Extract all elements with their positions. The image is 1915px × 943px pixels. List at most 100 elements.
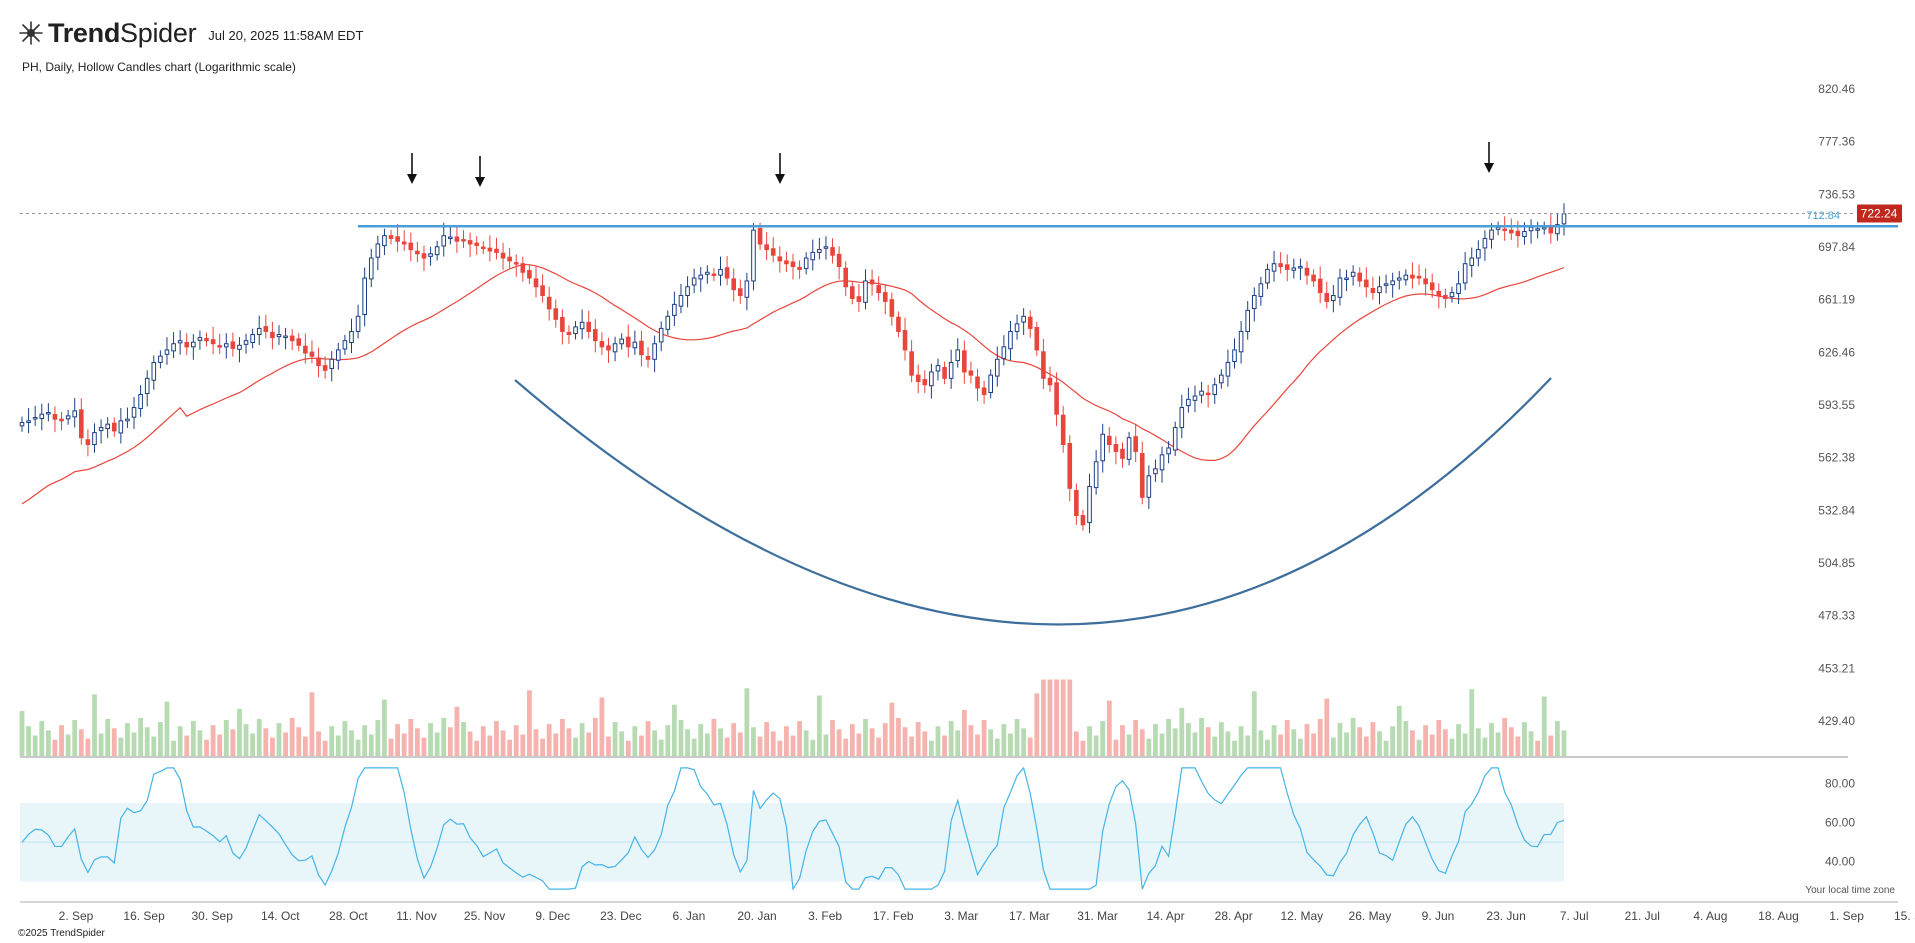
candle-body [362,277,367,316]
candle-body [876,285,881,294]
chart-subtitle: PH, Daily, Hollow Candles chart (Logarit… [22,60,296,74]
volume-bar [1120,725,1125,756]
candle-body [553,308,559,320]
volume-bar [237,708,242,756]
candle-body [586,321,592,332]
candle-body [1008,330,1013,350]
candle-body [540,285,545,297]
x-tick-label: 11. Nov [396,909,436,923]
candle-body [184,342,190,348]
candle-body [204,338,209,342]
candle-body [790,261,796,268]
candle-body [678,295,684,307]
candle-body [1159,454,1165,471]
candle-body [1429,282,1435,291]
candle-body [1060,414,1066,446]
volume-bar [270,737,275,756]
candle-body [948,361,954,379]
volume-bar [467,731,473,756]
candle-body [922,379,928,386]
volume-bar [408,718,414,756]
volume-bar [204,739,209,756]
volume-bar [322,740,328,756]
volume-bar [39,721,45,756]
volume-bar [1067,679,1073,756]
candle-body [744,280,750,298]
candle-body [1054,382,1059,415]
candle-body [1370,287,1376,294]
candle-body [1179,407,1185,429]
volume-bar [942,735,947,756]
candle-body [65,415,71,420]
volume-bar [744,688,750,756]
volume-bar [599,697,605,756]
candle-body [1100,433,1106,462]
x-tick-label: 14. Oct [261,909,300,923]
volume-bar [441,717,447,756]
arrow-down-icon [475,177,485,187]
volume-bar [1330,737,1336,756]
candle-body [566,331,572,336]
candle-body [1291,267,1297,271]
volume-bar [1515,736,1521,756]
candle-body [869,279,875,285]
candle-body [1113,444,1119,452]
volume-bar [1093,735,1099,756]
volume-bar [928,740,934,756]
candle-body [1093,461,1099,489]
volume-bar [1218,722,1224,756]
volume-bar [1423,725,1429,756]
candle-body [546,296,552,310]
resistance-label: 712.84 [1806,210,1840,222]
candle-body [988,374,993,394]
candle-body [151,361,157,381]
candle-body [1555,224,1560,235]
volume-bar [527,690,532,756]
candle-body [480,246,486,250]
candle-body [731,278,736,291]
candle-body [1403,274,1409,281]
volume-bar [790,735,796,756]
volume-bar [151,736,157,756]
volume-bar [533,729,539,756]
candle-body [1390,280,1395,286]
volume-bar [1469,689,1475,756]
candle-body [1133,436,1138,452]
volume-bar [105,718,111,756]
volume-bar [1383,740,1389,756]
volume-bar [856,733,862,756]
y-tick-label: 626.46 [1818,345,1855,359]
x-tick-label: 3. Mar [944,909,978,923]
volume-bar [480,726,486,756]
candle-body [718,268,723,276]
volume-bar [573,737,578,756]
candle-body [579,321,585,330]
candle-body [1284,264,1290,270]
candle-body [770,248,776,256]
header: TrendSpider Jul 20, 2025 11:58AM EDT [18,18,363,48]
volume-bar [355,739,361,756]
candle-body [889,299,895,317]
volume-bar [138,717,144,756]
candle-body [85,439,91,446]
candle-body [1528,226,1534,232]
volume-bar [698,724,704,756]
candle-body [1364,279,1369,288]
candle-body [764,244,769,251]
candle-body [1357,272,1363,282]
candle-body [46,412,51,415]
candle-body [1172,427,1178,451]
candle-body [1449,292,1455,298]
candle-body [645,355,651,360]
volume-bar [1449,738,1455,756]
candle-body [1508,229,1514,234]
volume-bar [718,728,723,756]
candle-body [197,337,203,341]
volume-bar [494,721,499,756]
volume-bar [731,723,737,756]
candle-body [1014,323,1020,332]
candle-body [105,423,110,430]
rsi-tick-label: 60.00 [1825,816,1855,830]
x-tick-label: 6. Jan [673,909,706,923]
candle-body [1238,330,1244,353]
